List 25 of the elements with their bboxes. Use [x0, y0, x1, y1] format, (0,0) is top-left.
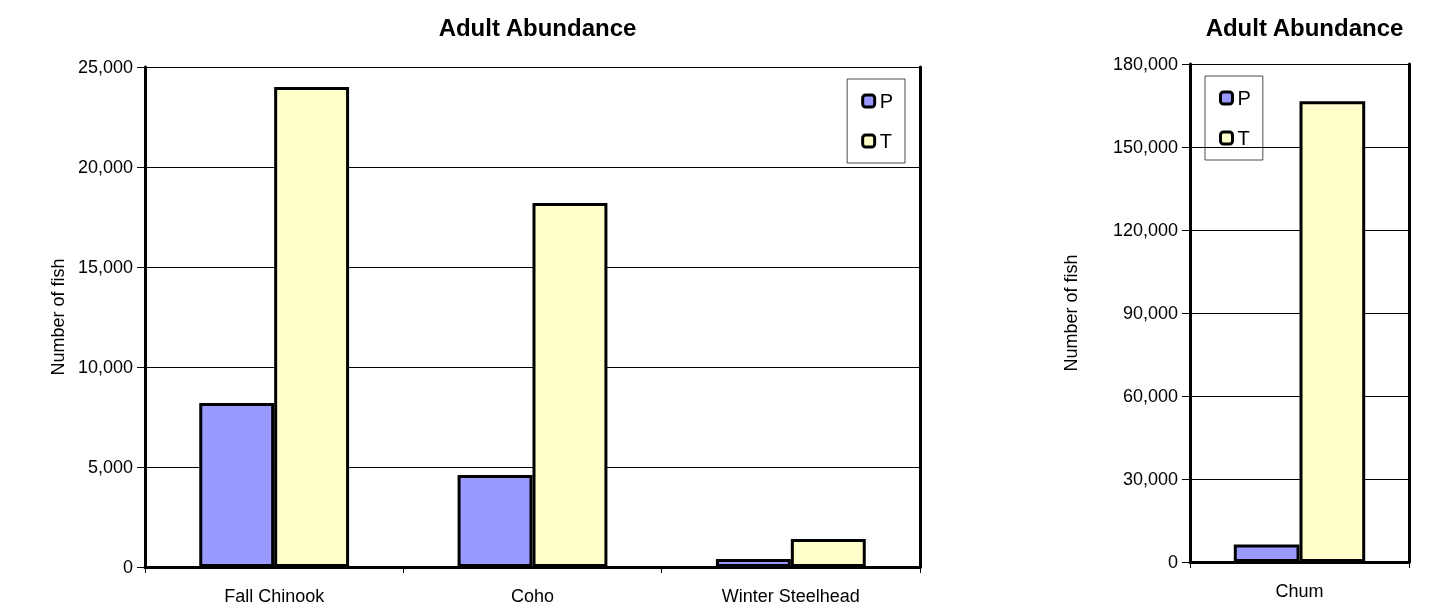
legend-label: T: [879, 130, 892, 152]
y-tick-label: 180,000: [1112, 54, 1178, 74]
y-tick-label: 0: [1167, 552, 1178, 572]
y-tick-label: 15,000: [77, 257, 133, 277]
y-axis-title: Number of fish: [1061, 254, 1081, 372]
legend-label: P: [1237, 87, 1251, 109]
chart-title: Adult Abundance: [1205, 13, 1404, 41]
legend-label: P: [879, 90, 893, 112]
y-tick-label: 30,000: [1122, 469, 1178, 489]
x-tick-label: Coho: [510, 586, 555, 606]
y-tick-label: 5,000: [87, 457, 133, 477]
y-tick-label: 0: [122, 557, 133, 577]
legend-label: T: [1237, 127, 1250, 149]
y-axis-title: Number of fish: [48, 258, 68, 376]
y-tick-label: 90,000: [1122, 303, 1178, 323]
y-tick-label: 150,000: [1112, 137, 1178, 157]
y-tick-label: 10,000: [77, 357, 133, 377]
x-tick-label: Fall Chinook: [224, 586, 326, 606]
y-tick-label: 20,000: [77, 157, 133, 177]
y-tick-label: 120,000: [1112, 220, 1178, 240]
chart-title: Adult Abundance: [438, 13, 637, 41]
x-tick-label: Winter Steelhead: [721, 586, 860, 606]
y-tick-label: 60,000: [1122, 386, 1178, 406]
y-tick-label: 25,000: [77, 57, 133, 77]
x-tick-label: Chum: [1275, 581, 1324, 601]
